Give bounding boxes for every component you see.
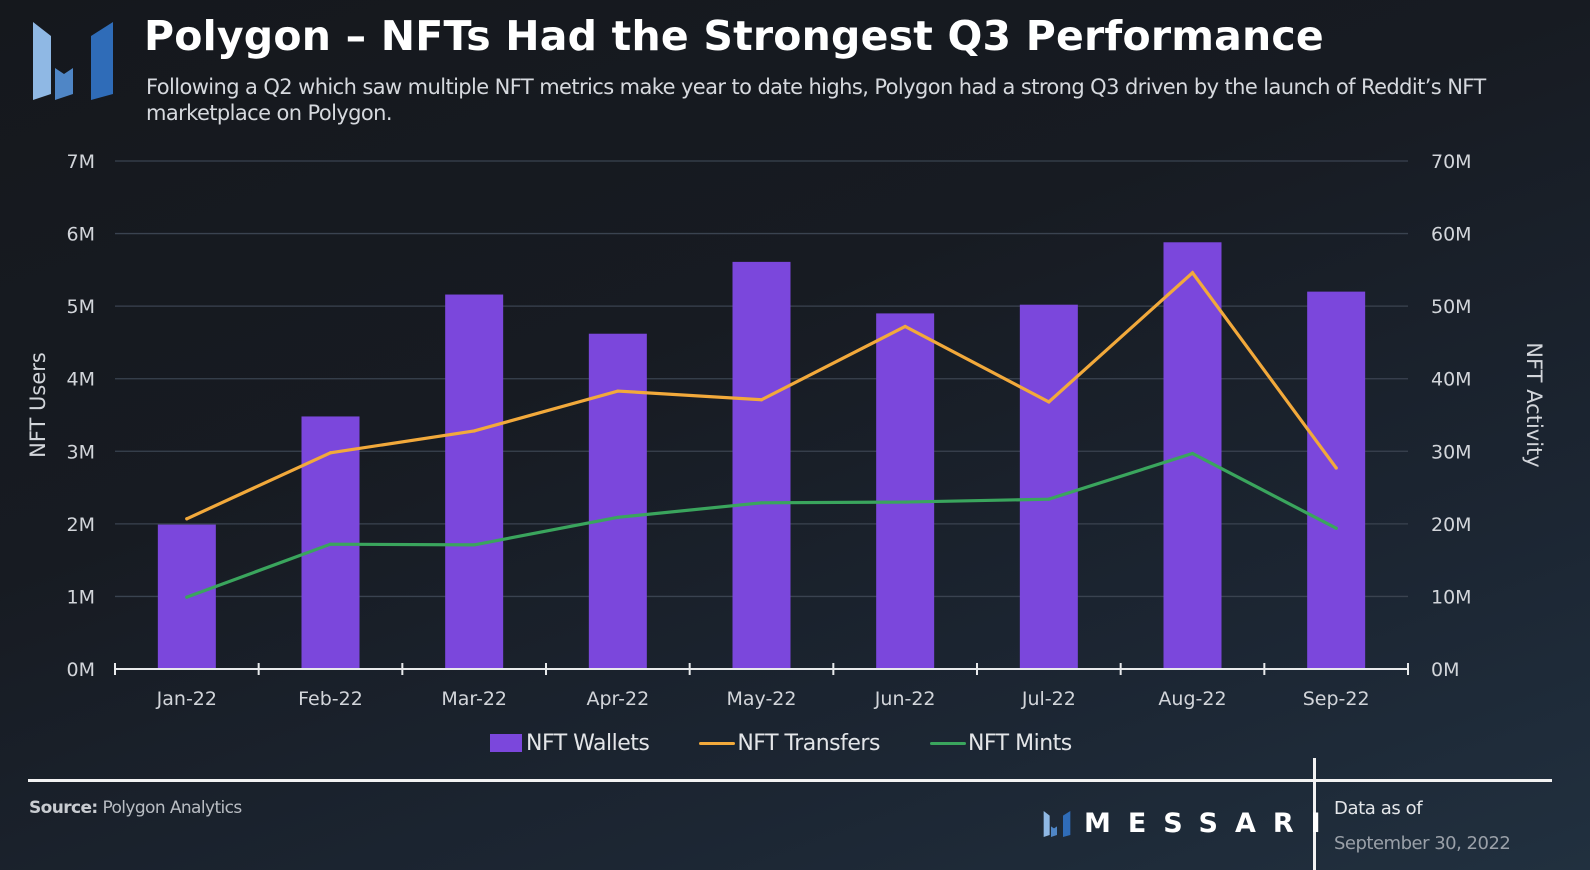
source-note: Source: Polygon Analytics — [29, 798, 242, 818]
x-tick-label: Jul-22 — [1021, 688, 1076, 710]
point-nft-transfers — [1190, 271, 1195, 275]
footer-divider-vertical — [1313, 758, 1316, 870]
messari-brand: MESSARI — [1042, 808, 1338, 839]
y-axis-left: 0M 1M 2M 3M 4M 5M 6M 7M — [67, 151, 95, 681]
point-nft-transfers — [759, 398, 764, 402]
point-nft-transfers — [903, 324, 907, 329]
point-nft-mints — [328, 542, 333, 546]
y-tick-label-left: 3M — [67, 441, 95, 463]
point-nft-transfers — [1334, 466, 1338, 470]
x-tick-label: May-22 — [727, 688, 797, 710]
legend-item-nft-wallets[interactable]: NFT Wallets — [490, 730, 650, 756]
x-tick-label: Mar-22 — [441, 688, 507, 710]
legend-swatch-line — [929, 741, 966, 745]
y-tick-label-left: 6M — [67, 224, 95, 246]
y-tick-label-right: 20M — [1431, 514, 1472, 536]
y-tick-label-right: 0M — [1431, 659, 1459, 681]
bar-nft-wallets[interactable] — [1307, 291, 1366, 669]
x-tick-label: Jun-22 — [874, 688, 936, 710]
y-tick-label-right: 40M — [1431, 369, 1472, 391]
point-nft-transfers — [472, 429, 476, 433]
x-tick-label: Aug-22 — [1158, 688, 1226, 710]
point-nft-mints — [472, 543, 476, 547]
footer-divider-horizontal — [28, 779, 1552, 782]
legend-label: NFT Transfers — [737, 730, 880, 756]
y-tick-label-left: 1M — [67, 586, 95, 608]
bar-nft-wallets[interactable] — [1163, 242, 1222, 669]
x-tick-label: Jan-22 — [156, 688, 217, 710]
y-tick-label-left: 7M — [67, 151, 95, 173]
brand-wordmark: MESSARI — [1084, 808, 1338, 839]
y-axis-right: 0M 10M 20M 30M 40M 50M 60M 70M — [1431, 151, 1472, 681]
bar-nft-wallets[interactable] — [588, 333, 647, 669]
point-nft-transfers — [1047, 400, 1051, 404]
y-tick-label-left: 2M — [67, 514, 95, 536]
bar-series-nft-wallets — [157, 242, 1366, 669]
y-tick-label-left: 5M — [67, 296, 95, 318]
point-nft-mints — [1047, 497, 1051, 501]
data-as-of-label: Data as of — [1334, 798, 1423, 819]
point-nft-transfers — [616, 389, 620, 393]
point-nft-mints — [1334, 526, 1338, 530]
bar-nft-wallets[interactable] — [1019, 304, 1078, 669]
y-tick-label-right: 50M — [1431, 296, 1472, 318]
source-label: Source: — [29, 798, 98, 818]
messari-logo-icon — [33, 22, 113, 100]
x-tick-label: Apr-22 — [586, 688, 649, 710]
y-tick-label-left: 0M — [67, 659, 95, 681]
y-tick-label-right: 30M — [1431, 441, 1472, 463]
line-series — [185, 270, 1338, 599]
y-tick-label-right: 70M — [1431, 151, 1472, 173]
point-nft-transfers — [328, 451, 333, 455]
x-tick-label: Sep-22 — [1303, 688, 1370, 710]
x-axis: Jan-22 Feb-22 Mar-22 Apr-22 May-22 Jun-22 Jul-… — [114, 663, 1409, 710]
point-nft-mints — [1190, 451, 1195, 456]
y-axis-left-title: NFT Users — [26, 352, 50, 458]
point-nft-mints — [616, 515, 620, 519]
y-axis-right-title: NFT Activity — [1522, 342, 1546, 467]
y-tick-label-left: 4M — [67, 369, 95, 391]
legend-item-nft-mints[interactable]: NFT Mints — [929, 730, 1072, 756]
x-tick-label: Feb-22 — [298, 688, 363, 710]
source-value: Polygon Analytics — [102, 798, 242, 818]
legend-swatch-bar — [490, 734, 522, 752]
point-nft-mints — [185, 595, 189, 599]
point-nft-transfers — [185, 517, 189, 521]
legend-item-nft-transfers[interactable]: NFT Transfers — [699, 731, 880, 756]
y-tick-label-right: 60M — [1431, 224, 1472, 246]
y-tick-label-right: 10M — [1431, 586, 1472, 608]
chart-title: Polygon – NFTs Had the Strongest Q3 Perf… — [144, 12, 1324, 60]
point-nft-mints — [759, 501, 764, 505]
legend: NFT Wallets NFT Transfers NFT Mints — [490, 728, 1122, 758]
bar-nft-wallets[interactable] — [445, 294, 504, 669]
bar-nft-wallets[interactable] — [732, 261, 791, 669]
legend-swatch-line — [699, 741, 736, 745]
legend-label: NFT Mints — [967, 730, 1072, 756]
chart-subtitle: Following a Q2 which saw multiple NFT me… — [146, 75, 1486, 125]
point-nft-mints — [903, 500, 907, 504]
legend-label: NFT Wallets — [526, 730, 650, 756]
bar-nft-wallets[interactable] — [876, 313, 935, 669]
data-as-of-date: September 30, 2022 — [1334, 833, 1511, 854]
messari-logo-icon — [1043, 810, 1071, 837]
